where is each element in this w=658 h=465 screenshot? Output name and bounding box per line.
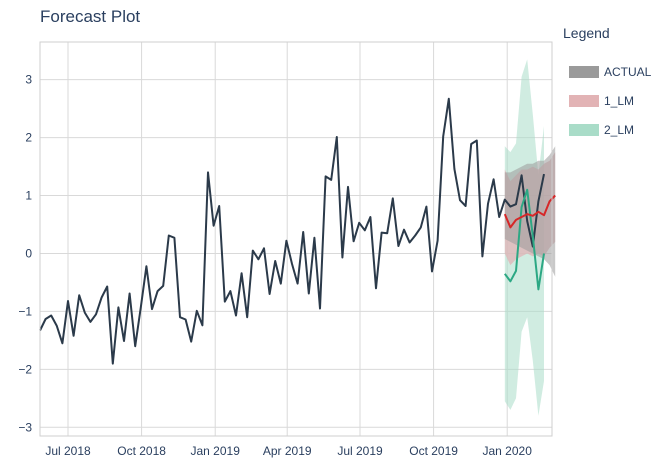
chart-title: Forecast Plot (40, 7, 140, 26)
lm1-series-line (503, 194, 556, 229)
series-lines (39, 97, 556, 365)
y-tick-label: 1 (25, 189, 32, 203)
legend-item-lm2[interactable]: 2_LM (569, 123, 634, 137)
y-tick-label: −2 (18, 362, 32, 376)
y-tick-label: 3 (25, 73, 32, 87)
grid-layer (40, 42, 552, 436)
x-axis-ticks: Jul 2018 Oct 2018 Jan 2019 Apr 2019 Jul 2019… (45, 444, 532, 458)
x-tick-label: Oct 2018 (117, 444, 166, 458)
y-tick-label: 0 (25, 246, 32, 260)
x-tick-label: Jan 2019 (191, 444, 241, 458)
y-axis-ticks: −3 −2 −1 0 1 2 3 (18, 73, 32, 435)
legend-swatch (569, 66, 599, 78)
legend-item-lm1[interactable]: 1_LM (569, 94, 634, 108)
y-tick-label: −3 (18, 420, 32, 434)
legend-swatch (569, 124, 599, 136)
legend-label: 2_LM (604, 123, 634, 137)
legend-title: Legend (563, 25, 610, 41)
x-tick-label: Jul 2019 (337, 444, 383, 458)
legend-swatch (569, 95, 599, 107)
x-tick-label: Oct 2019 (409, 444, 458, 458)
lm2-series-line (503, 188, 545, 291)
legend-label: ACTUAL (604, 65, 652, 79)
y-tick-label: −1 (18, 304, 32, 318)
actual-series-line (39, 97, 545, 365)
x-tick-label: Jan 2020 (483, 444, 533, 458)
x-tick-label: Apr 2019 (263, 444, 312, 458)
legend[interactable]: ACTUAL 1_LM 2_LM (569, 65, 652, 137)
legend-item-actual[interactable]: ACTUAL (569, 65, 652, 79)
plot-border (39, 41, 553, 437)
y-tick-label: 2 (25, 131, 32, 145)
x-tick-label: Jul 2018 (45, 444, 91, 458)
legend-label: 1_LM (604, 94, 634, 108)
